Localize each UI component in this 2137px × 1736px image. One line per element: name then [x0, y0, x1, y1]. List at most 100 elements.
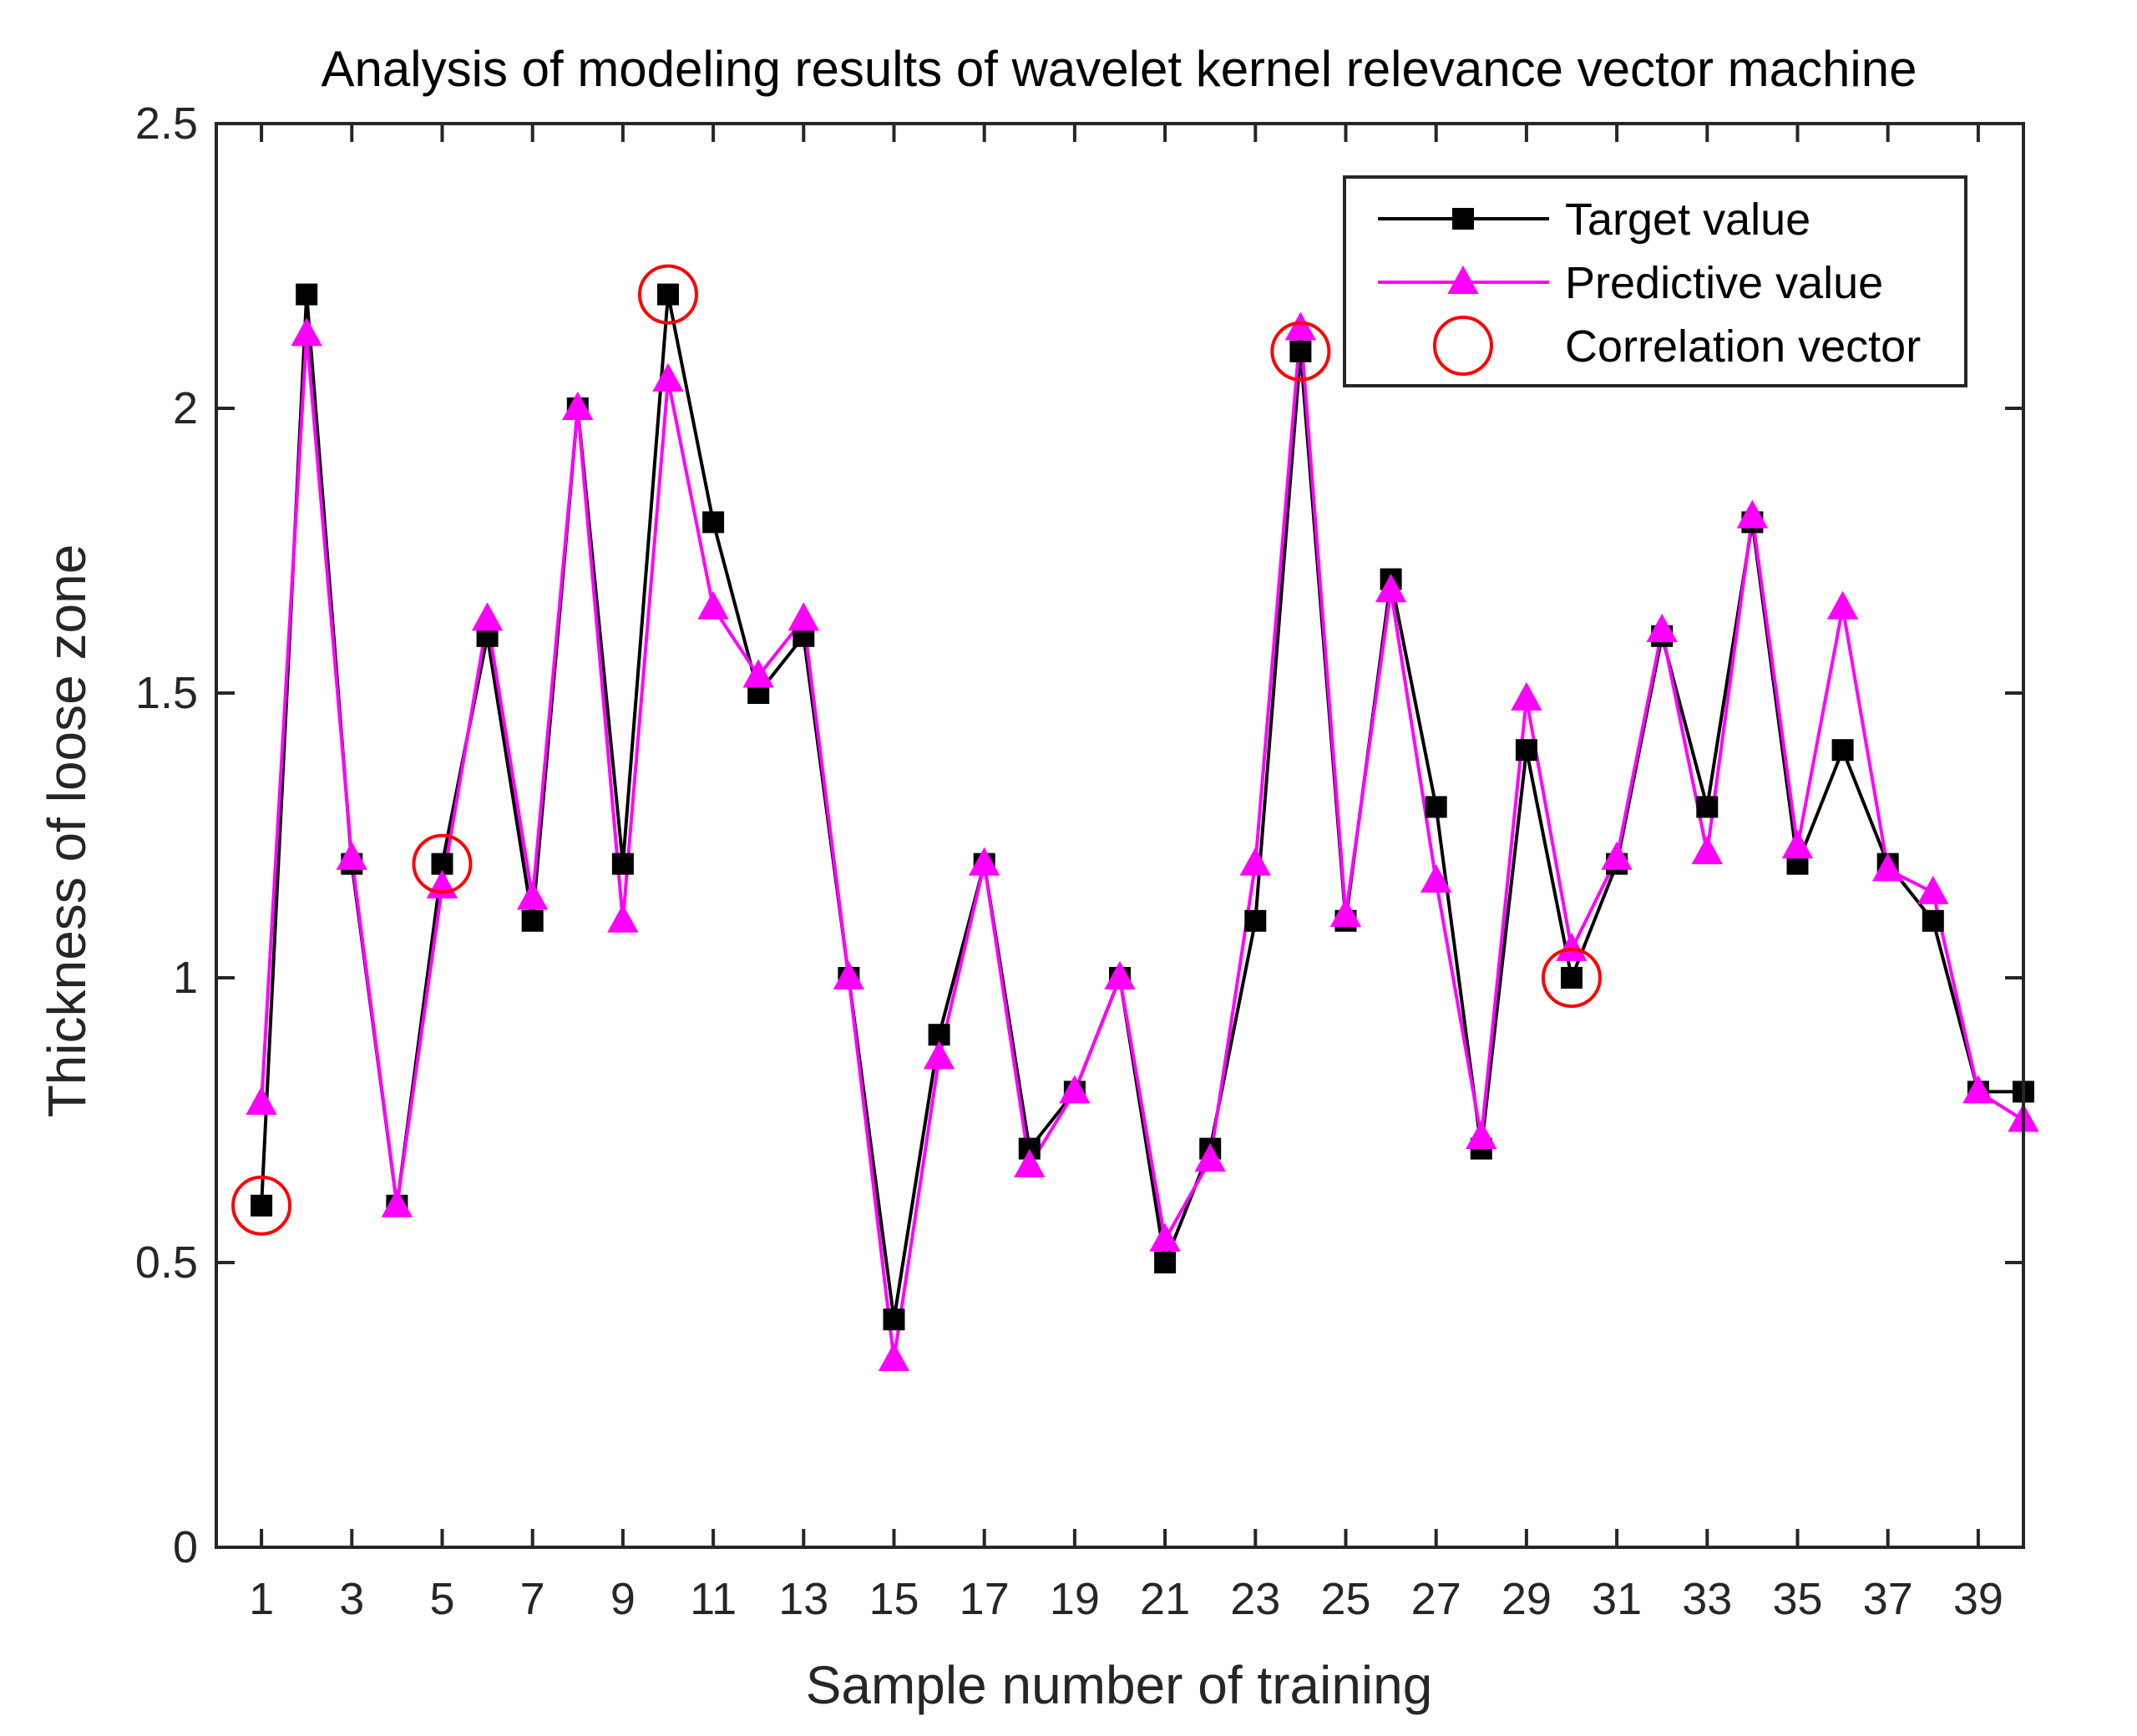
x-tick-label: 1 [249, 1574, 274, 1624]
predictive-value-point [697, 590, 729, 620]
predictive-value-point [1149, 1222, 1181, 1252]
predictive-value-point [1781, 830, 1814, 859]
legend-label: Target value [1565, 195, 1810, 245]
target-value-point [657, 283, 679, 306]
x-tick-label: 7 [520, 1574, 545, 1624]
predictive-value-point [291, 317, 322, 347]
predictive-value-point [562, 391, 594, 420]
x-tick-label: 19 [1050, 1574, 1100, 1624]
predictive-value-point [1194, 1143, 1226, 1172]
y-tick-label: 1 [173, 953, 198, 1003]
predictive-value-point [1736, 499, 1769, 529]
predictive-value-point [1329, 898, 1362, 927]
target-value-point [611, 853, 634, 875]
predictive-value-point [246, 1086, 277, 1116]
x-tick-label: 31 [1592, 1574, 1642, 1624]
y-tick-label: 2 [173, 383, 198, 433]
predictive-value-point [878, 1342, 910, 1371]
legend-label: Predictive value [1565, 258, 1883, 308]
y-axis-label: Thickness of loose zone [37, 544, 97, 1118]
predictive-value-point [471, 602, 504, 631]
y-tick-label: 0.5 [135, 1237, 198, 1288]
predictive-value-point [1059, 1075, 1091, 1104]
predictive-value-point [969, 847, 1000, 876]
predictive-value-point [923, 1040, 955, 1070]
chart-title: Analysis of modeling results of wavelet … [322, 41, 1917, 97]
x-tick-label: 35 [1772, 1574, 1822, 1624]
predictive-value-point [1556, 932, 1588, 961]
legend: Target value Predictive value Correlation … [1343, 175, 1967, 387]
predictive-value-point [381, 1188, 413, 1217]
legend-marker-correlation [1433, 316, 1493, 376]
correlation-vector-point [231, 1175, 292, 1236]
predictive-value-point [1872, 853, 1904, 882]
x-tick-label: 11 [690, 1574, 737, 1624]
predictive-value-point [1375, 574, 1407, 603]
x-axis-label: Sample number of training [806, 1655, 1433, 1715]
x-tick-label: 15 [868, 1574, 919, 1624]
predictive-value-point [1511, 681, 1542, 711]
x-tick-label: 39 [1953, 1574, 2003, 1624]
target-value-point [1425, 796, 1447, 818]
predictive-value-point [1284, 311, 1317, 341]
predictive-value-point [607, 903, 639, 933]
correlation-vector-point [1542, 948, 1602, 1008]
target-value-point [1831, 739, 1854, 762]
target-value-point [1289, 340, 1312, 362]
target-value-point [251, 1194, 273, 1217]
predictive-value-point [336, 841, 367, 870]
x-tick-label: 5 [429, 1574, 454, 1624]
target-value-point [1515, 739, 1537, 762]
predictive-value-point [652, 362, 684, 392]
y-tick-label: 0 [173, 1522, 198, 1572]
predictive-value-point [1466, 1120, 1497, 1149]
predictive-value-point [517, 881, 549, 910]
predictive-value-point [1104, 960, 1136, 989]
plot-area-frame [215, 122, 2025, 1549]
target-value-point [1696, 796, 1719, 818]
correlation-vector-point [638, 264, 698, 325]
x-tick-label: 17 [960, 1574, 1010, 1624]
target-value-point [702, 511, 725, 534]
x-tick-label: 3 [339, 1574, 364, 1624]
x-tick-label: 33 [1682, 1574, 1732, 1624]
target-value-point [521, 909, 544, 932]
predictive-value-point [1239, 847, 1271, 876]
x-tick-label: 21 [1140, 1574, 1190, 1624]
x-tick-label: 23 [1230, 1574, 1280, 1624]
predictive-value-point [833, 960, 865, 989]
predictive-value-point [1826, 590, 1859, 620]
predictive-value-point [1601, 841, 1633, 870]
predictive-value-point [1691, 835, 1723, 864]
predictive-value-point [1917, 875, 1949, 904]
y-tick-label: 2.5 [135, 99, 198, 149]
x-tick-label: 37 [1863, 1574, 1913, 1624]
predictive-value-point [1646, 613, 1678, 642]
predictive-value-point [1420, 863, 1452, 893]
target-value-point [1244, 909, 1267, 932]
target-value-point [1154, 1252, 1177, 1273]
target-value-point [1922, 909, 1944, 932]
x-tick-label: 29 [1501, 1574, 1552, 1624]
predictive-value-line [260, 328, 2025, 1360]
x-axis-ticks: 1 3 5 7 9 11 13 15 17 19 21 23 25 27 29 31 33 35 37 39 [249, 124, 2003, 1624]
x-tick-label: 25 [1320, 1574, 1370, 1624]
target-value-point [296, 283, 318, 306]
target-value-point [883, 1308, 905, 1331]
predictive-value-point [787, 602, 819, 631]
correlation-vector-point [1270, 321, 1331, 382]
legend-marker-target [1452, 208, 1474, 230]
legend-label: Correlation vector [1565, 321, 1921, 372]
predictive-value-point [1014, 1148, 1046, 1178]
correlation-vector-point [412, 833, 473, 894]
predictive-value-point [1962, 1075, 1994, 1104]
target-value-point [1561, 967, 1582, 989]
y-axis-ticks: 0 0.5 1 1.5 2 2.5 [135, 99, 2023, 1572]
predictive-value-point [742, 659, 774, 688]
x-tick-label: 27 [1411, 1574, 1461, 1624]
x-tick-label: 9 [610, 1574, 636, 1624]
x-tick-label: 13 [778, 1574, 828, 1624]
legend-marker-predictive [1447, 265, 1479, 294]
y-tick-label: 1.5 [135, 668, 198, 718]
